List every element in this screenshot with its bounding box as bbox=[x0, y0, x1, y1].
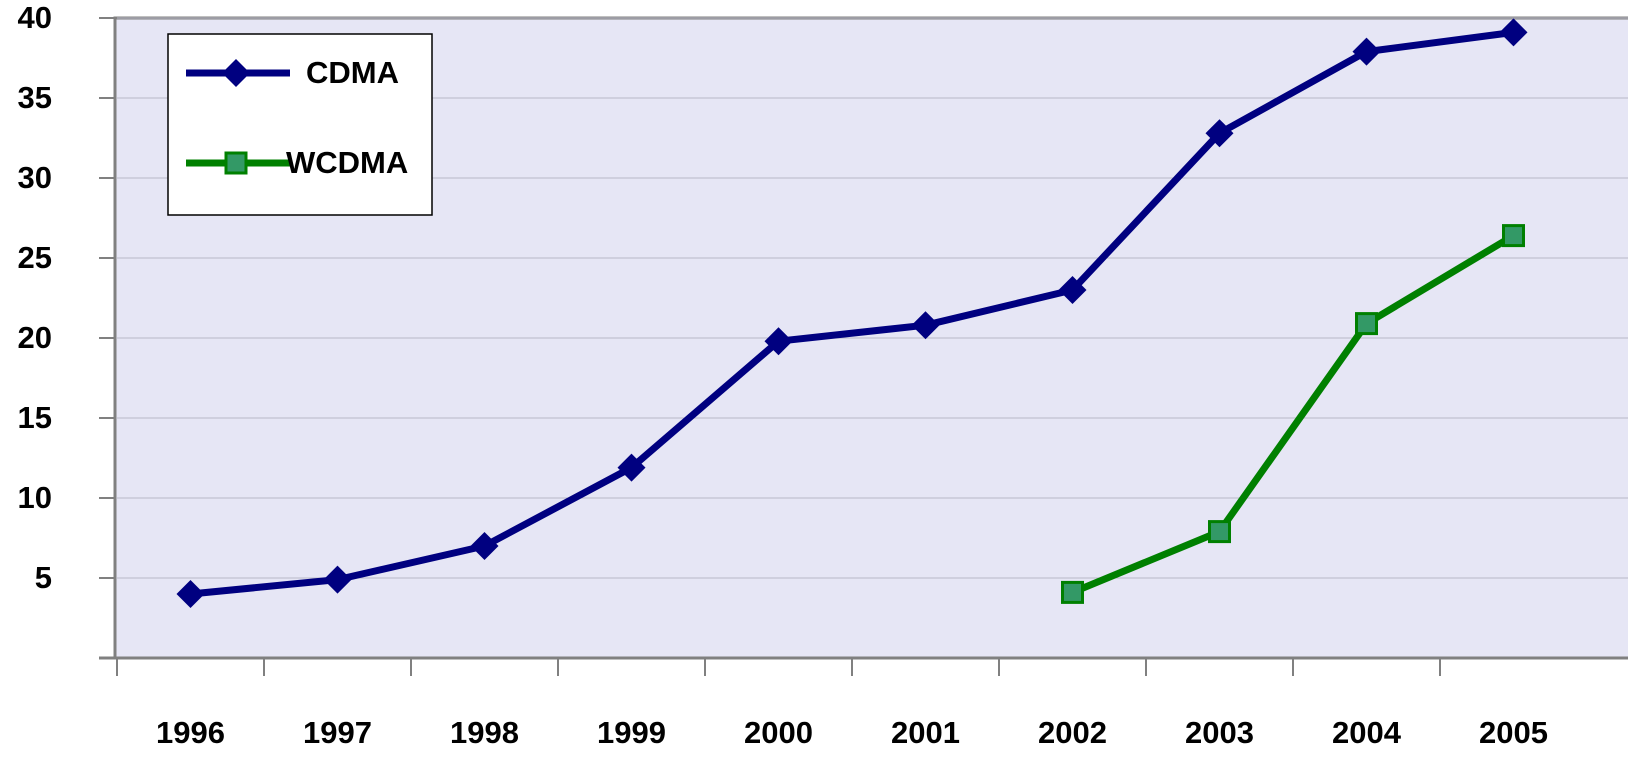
y-tick-label: 40 bbox=[18, 0, 52, 35]
x-tick-label: 2005 bbox=[1479, 715, 1548, 750]
y-tick-label: 10 bbox=[18, 480, 52, 515]
x-tick-label: 2003 bbox=[1185, 715, 1254, 750]
y-tick-label: 20 bbox=[18, 320, 52, 355]
point bbox=[1499, 18, 1528, 47]
y-tick-label: 30 bbox=[18, 160, 52, 195]
y-tick-label: 35 bbox=[18, 80, 52, 115]
x-tick-label: 1997 bbox=[303, 715, 372, 750]
point bbox=[1205, 119, 1234, 148]
point bbox=[1058, 276, 1087, 304]
point bbox=[323, 565, 352, 594]
legend-marker bbox=[224, 151, 248, 175]
x-tick-label: 1996 bbox=[156, 715, 225, 750]
point bbox=[1208, 520, 1231, 544]
x-tick-label: 1998 bbox=[450, 715, 519, 750]
point bbox=[1061, 580, 1084, 604]
point bbox=[176, 580, 205, 608]
legend-label: CDMA bbox=[306, 55, 399, 90]
point bbox=[470, 532, 499, 560]
y-tick-label: 15 bbox=[18, 400, 52, 435]
point bbox=[911, 311, 940, 340]
x-tick-label: 2000 bbox=[744, 715, 813, 750]
point bbox=[1502, 224, 1525, 248]
legend: CDMA WCDMA bbox=[167, 33, 433, 216]
x-tick-label: 1999 bbox=[597, 715, 666, 750]
point bbox=[1355, 312, 1378, 336]
point bbox=[764, 327, 793, 356]
x-tick-label: 2001 bbox=[891, 715, 960, 750]
legend-label: WCDMA bbox=[286, 145, 408, 180]
x-tick-label: 2002 bbox=[1038, 715, 1107, 750]
legend-marker bbox=[222, 59, 250, 87]
y-tick-label: 5 bbox=[35, 560, 52, 595]
series-line bbox=[1071, 232, 1516, 596]
legend-box bbox=[167, 33, 433, 216]
series-line bbox=[190, 28, 1514, 598]
x-tick-label: 2004 bbox=[1332, 715, 1402, 750]
point bbox=[1352, 37, 1381, 66]
y-tick-label: 25 bbox=[18, 240, 52, 275]
point bbox=[617, 453, 646, 482]
